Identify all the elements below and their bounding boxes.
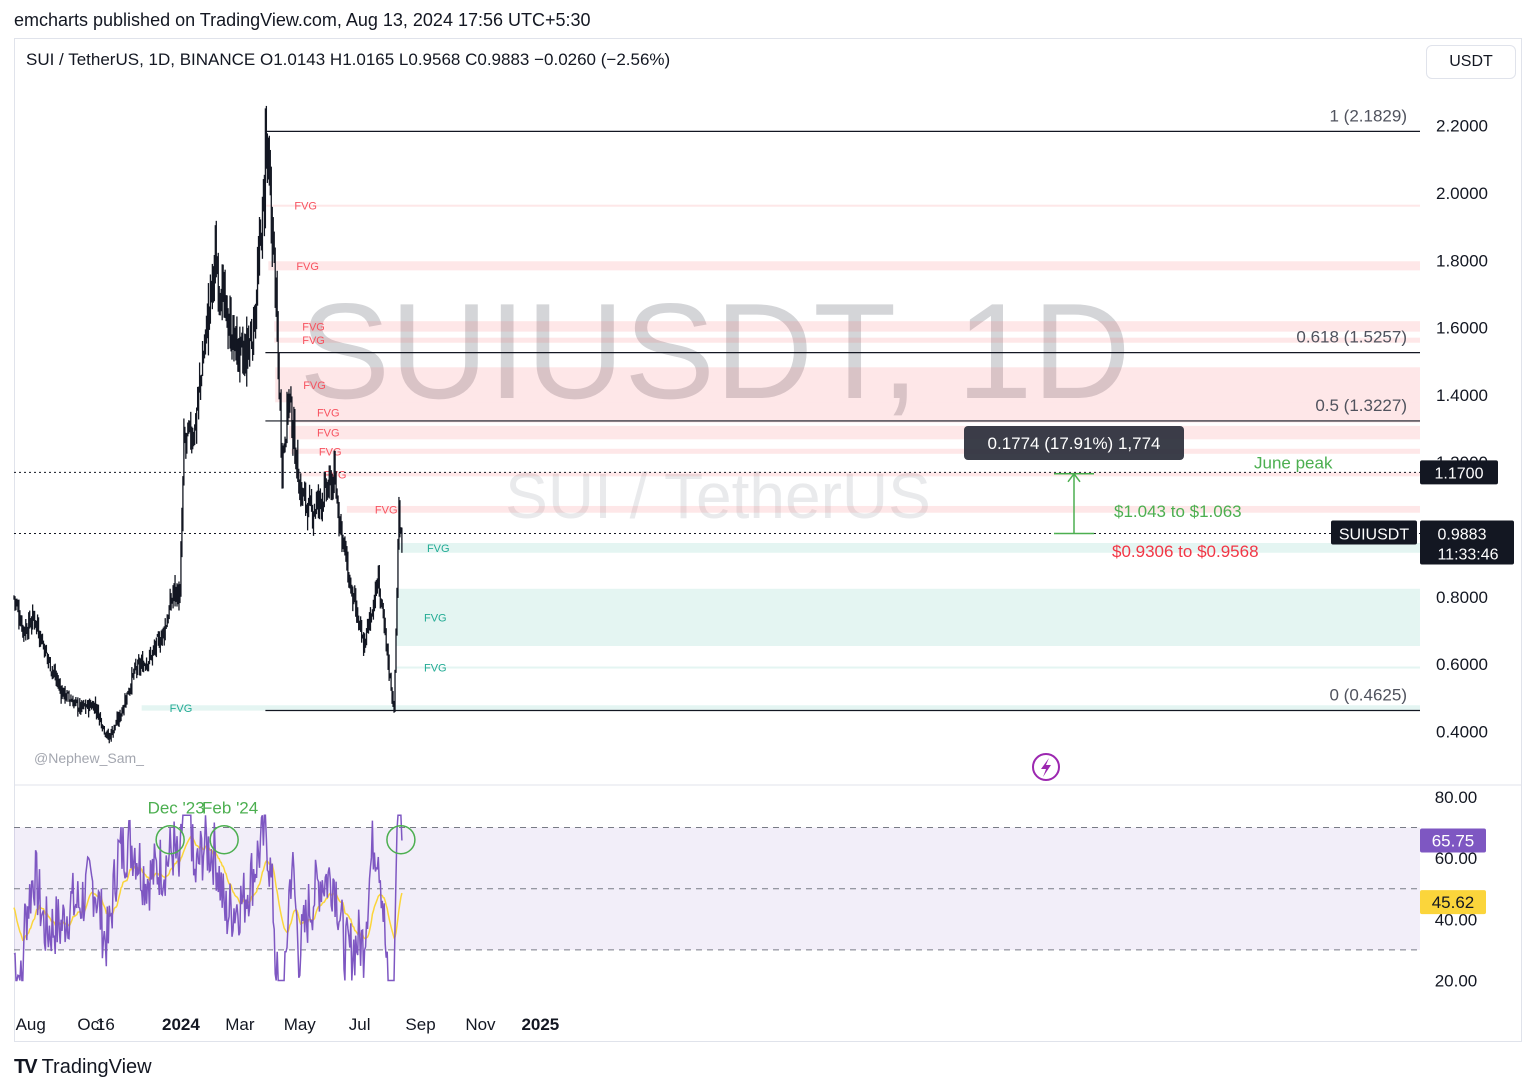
fvg-zone[interactable] (268, 261, 1420, 271)
fvg-label: FVG (375, 504, 398, 516)
fvg-zone[interactable] (288, 402, 1421, 423)
x-axis-tick-label: May (284, 1015, 317, 1034)
x-axis-tick-label: Aug (16, 1015, 46, 1034)
fvg-zone[interactable] (266, 204, 1420, 207)
fvg-label: FVG (424, 612, 447, 624)
fib-level-label: 0.5 (1.3227) (1315, 396, 1407, 415)
fvg-label: FVG (317, 407, 340, 419)
fvg-label: FVG (317, 428, 340, 440)
y-axis-tick-label: 0.6000 (1436, 655, 1488, 674)
fib-level-label: 0 (0.4625) (1330, 685, 1408, 704)
symbol-ohlc-legend[interactable]: SUI / TetherUS, 1D, BINANCE O1.0143 H1.0… (26, 50, 671, 69)
target-range-upper-label: $1.043 to $1.063 (1114, 502, 1242, 521)
y-axis-tick-label: 0.4000 (1436, 723, 1488, 742)
fvg-zone[interactable] (290, 448, 1420, 454)
chart-frame (14, 38, 1522, 1042)
fvg-label: FVG (319, 446, 342, 458)
rsi-annotation-label: Dec '23 (148, 799, 205, 818)
y-axis-tick-label: 0.8000 (1436, 588, 1488, 607)
price-tag-value: 1.1700 (1435, 465, 1484, 482)
fib-level-label: 0.618 (1.5257) (1296, 328, 1407, 347)
fvg-zone[interactable] (295, 472, 1421, 477)
last-price-value: 0.9883 (1438, 526, 1487, 543)
currency-selector-button[interactable]: USDT (1426, 45, 1516, 79)
rsi-highlight-circle (386, 824, 416, 855)
symbol-tag-label: SUIUSDT (1339, 526, 1409, 543)
publish-info: emcharts published on TradingView.com, A… (14, 10, 591, 30)
watermark-pair: SUI / TetherUS (505, 460, 931, 532)
author-credit: @Nephew_Sam_ (34, 750, 144, 766)
fvg-label: FVG (294, 201, 317, 213)
rsi-annotation-label: Feb '24 (202, 799, 258, 818)
x-axis-tick-label: 16 (96, 1015, 115, 1034)
price-tag (1420, 460, 1498, 485)
y-axis-tick-label: 1.4000 (1436, 386, 1488, 405)
footer-brand-text: TradingView (41, 1056, 152, 1078)
watermark-symbol: SUIUSDT, 1D (299, 275, 1130, 427)
fvg-label: FVG (427, 543, 450, 555)
x-axis-tick-label: 2024 (162, 1015, 200, 1034)
x-axis-tick-label: Mar (225, 1015, 255, 1034)
target-range-lower-label: $0.9306 to $0.9568 (1112, 542, 1259, 561)
x-axis-tick-label: Nov (465, 1015, 496, 1034)
rsi-ma-value: 45.62 (1432, 893, 1475, 912)
fvg-zone[interactable] (274, 337, 1421, 343)
y-axis-tick-label: 1.8000 (1436, 251, 1488, 270)
tradingview-footer[interactable]: TV TradingView (14, 1056, 152, 1079)
rsi-value-tag (1420, 828, 1486, 853)
measure-tooltip (964, 426, 1184, 460)
y-axis-tick-label: 2.0000 (1436, 184, 1488, 203)
rsi-line (13, 814, 403, 982)
y-axis-tick-label: 2.2000 (1436, 117, 1488, 136)
fvg-zone[interactable] (275, 367, 1420, 403)
fvg-zone[interactable] (141, 705, 1420, 711)
fvg-zone[interactable] (346, 505, 1421, 513)
fvg-zone[interactable] (395, 588, 1420, 647)
fvg-zone[interactable] (398, 543, 1421, 553)
last-price-tag (1420, 520, 1514, 565)
measure-tooltip-text: 0.1774 (17.91%) 1,774 (988, 434, 1161, 453)
fvg-label: FVG (424, 663, 447, 675)
fvg-label: FVG (303, 380, 326, 392)
fvg-label: FVG (170, 703, 193, 715)
tradingview-logo-icon: TV (14, 1056, 38, 1078)
symbol-tag (1331, 520, 1417, 545)
x-axis-tick-label: Oct (77, 1015, 104, 1034)
y-axis-tick-label: 1.6000 (1436, 319, 1488, 338)
fvg-label: FVG (296, 261, 319, 273)
measure-arrowhead-icon (1067, 472, 1081, 483)
rsi-axis-tick-label: 20.00 (1435, 972, 1478, 991)
fvg-zone[interactable] (288, 425, 1421, 440)
fvg-label: FVG (302, 321, 325, 333)
rsi-highlight-circle (155, 824, 185, 855)
x-axis-tick-label: 2025 (521, 1015, 559, 1034)
june-peak-label: June peak (1254, 453, 1333, 472)
fvg-zone[interactable] (274, 321, 1421, 332)
x-axis-tick-label: Jul (349, 1015, 371, 1034)
rsi-ma-value-tag (1420, 890, 1486, 915)
fib-level-label: 1 (2.1829) (1330, 106, 1408, 125)
fvg-zone[interactable] (395, 666, 1420, 669)
x-axis-tick-label: Sep (405, 1015, 435, 1034)
rsi-value: 65.75 (1432, 832, 1475, 851)
rsi-axis-tick-label: 60.00 (1435, 849, 1478, 868)
rsi-highlight-circle (209, 824, 239, 855)
fvg-label: FVG (302, 335, 325, 347)
rsi-axis-tick-label: 40.00 (1435, 910, 1478, 929)
rsi-axis-tick-label: 80.00 (1435, 788, 1478, 807)
bar-countdown: 11:33:46 (1437, 546, 1498, 563)
lightning-event-icon[interactable] (1032, 753, 1060, 781)
